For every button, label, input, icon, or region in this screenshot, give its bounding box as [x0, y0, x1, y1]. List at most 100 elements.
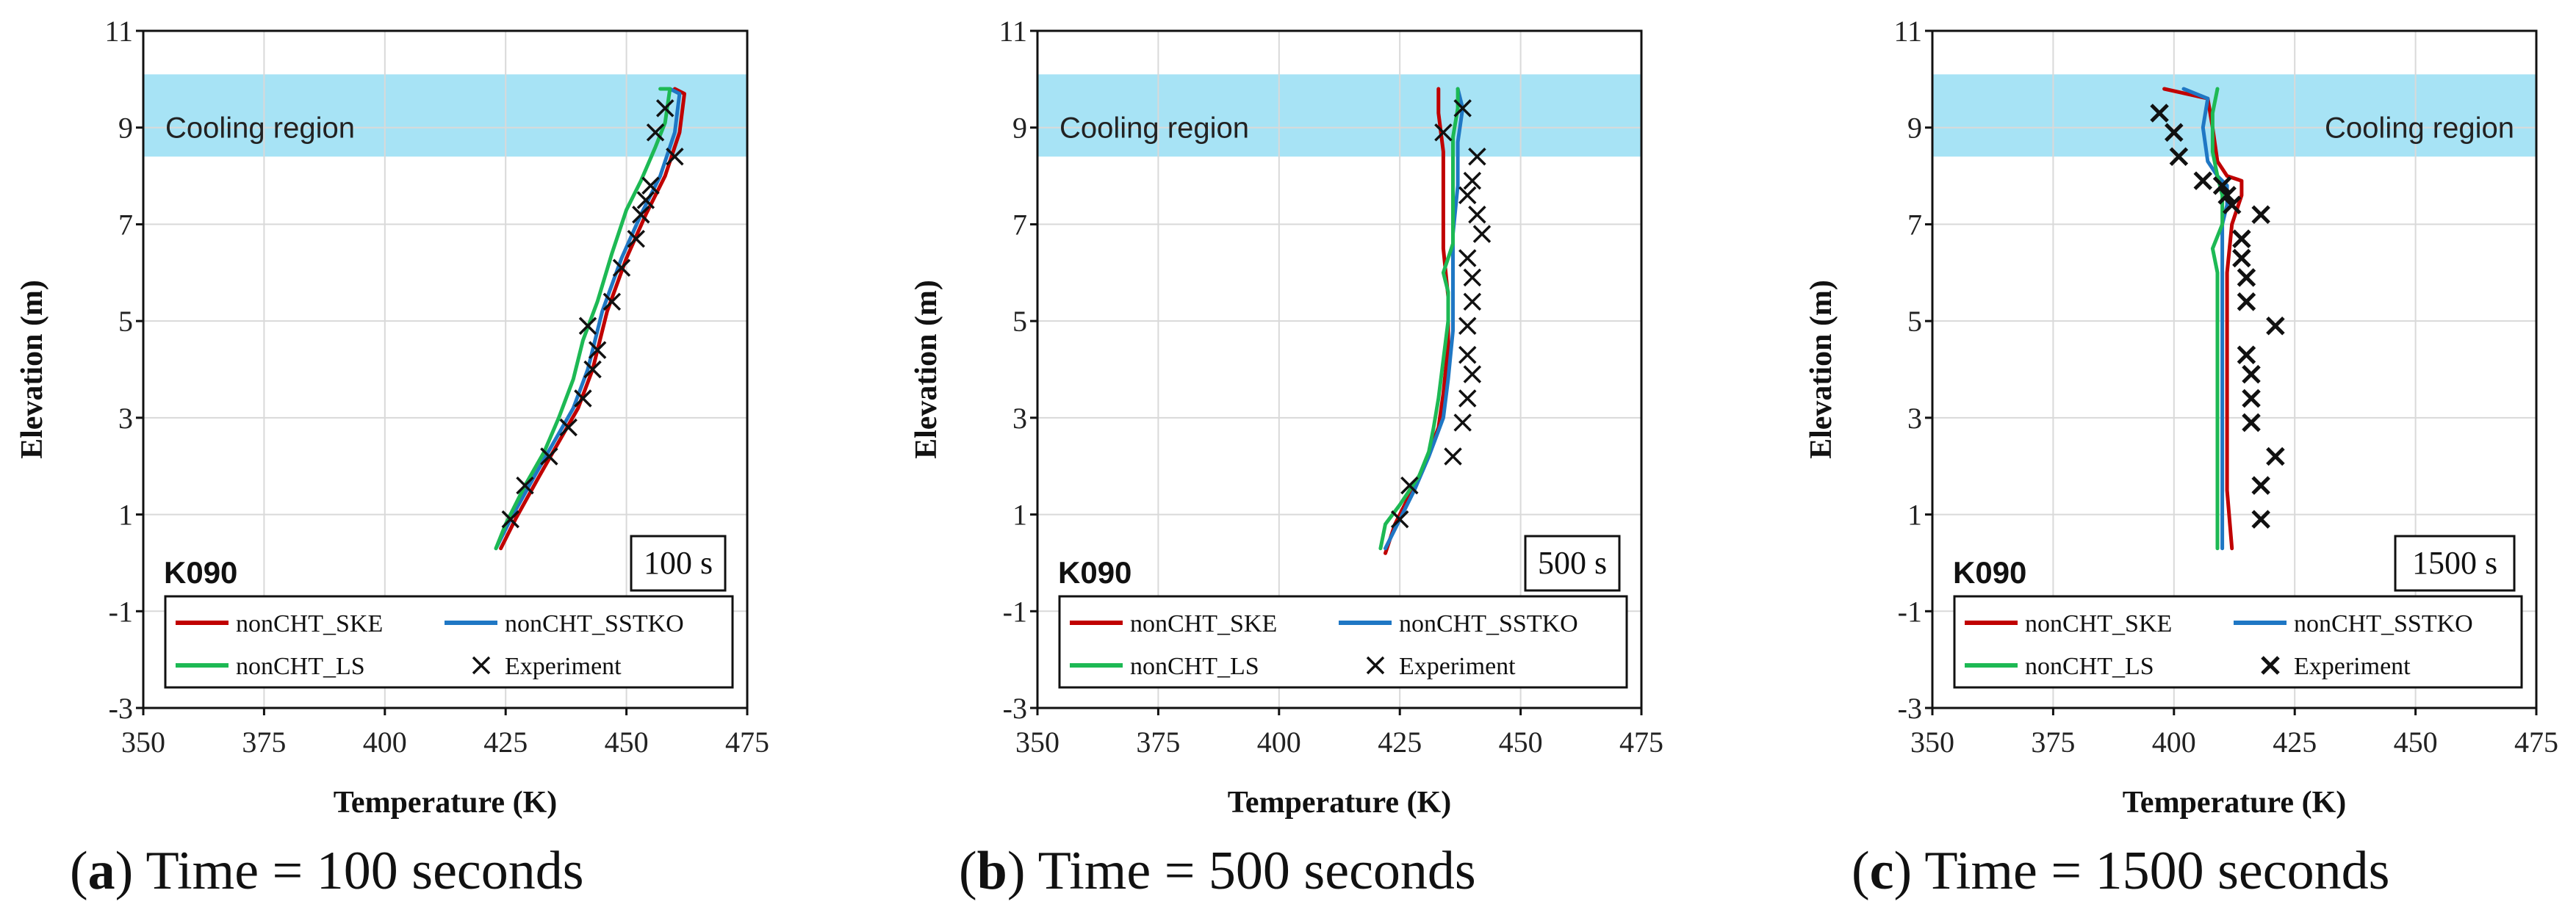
x-tick-label: 400: [1257, 726, 1301, 759]
y-axis-title: Elevation (m): [910, 280, 943, 459]
legend-label: nonCHT_SSTKO: [505, 610, 684, 637]
y-tick-label: 11: [104, 15, 133, 48]
legend-label: Experiment: [1399, 653, 1516, 680]
legend-item-experiment: Experiment: [472, 653, 622, 680]
experiment-marker: [602, 292, 622, 311]
experiment-marker: [2237, 345, 2256, 365]
y-axis-title: Elevation (m): [1805, 280, 1838, 459]
experiment-marker: [2222, 195, 2242, 214]
experiment-marker: [2212, 176, 2232, 195]
y-tick-label: 7: [1012, 208, 1027, 241]
legend-item-sstko: nonCHT_SSTKO: [445, 610, 684, 637]
y-tick-label: 7: [118, 208, 133, 241]
legend-label: Experiment: [505, 653, 622, 680]
experiment-marker: [636, 191, 655, 209]
x-axis-title: Temperature (K): [2123, 786, 2346, 820]
y-tick-label: 3: [1907, 402, 1922, 435]
experiment-marker: [2165, 123, 2184, 142]
series-line-ske: [499, 87, 686, 551]
experiment-marker: [1453, 99, 1472, 118]
experiment-marker: [2242, 388, 2261, 408]
legend-label: nonCHT_LS: [1130, 653, 1259, 680]
experiment-marker: [2266, 447, 2285, 466]
experiment-marker: [1453, 413, 1472, 432]
legend-label: nonCHT_LS: [2025, 653, 2154, 680]
series-line-sstko: [2181, 87, 2229, 551]
experiment-marker: [2217, 186, 2237, 205]
caption-open-paren: (: [1852, 841, 1870, 901]
experiment-marker: [516, 476, 534, 495]
experiment-marker: [1458, 186, 1477, 205]
y-tick-label: 5: [1907, 305, 1922, 338]
experiment-marker: [2251, 205, 2270, 225]
x-tick-label: 375: [242, 726, 286, 759]
y-tick-label: 5: [1012, 305, 1027, 338]
legend-label: Experiment: [2294, 653, 2411, 680]
experiment-marker: [2266, 316, 2285, 336]
experiment-marker: [578, 317, 597, 335]
x-tick-label: 475: [2514, 726, 2558, 759]
x-tick-label: 425: [483, 726, 528, 759]
y-tick-label: 5: [118, 305, 133, 338]
figure-caption: (b) Time = 500 seconds: [959, 841, 1476, 901]
experiment-marker: [1434, 123, 1453, 142]
experiment-marker: [583, 360, 602, 379]
experiment-marker: [2251, 476, 2270, 495]
y-tick-label: -3: [1003, 692, 1027, 725]
caption-text: Time = 500 seconds: [1025, 841, 1475, 901]
chart-panel-a: 350 375 400 425 450 475 11 9 7 5 3 1 -1 -3 Temperature…: [15, 15, 769, 901]
experiment-marker: [1444, 447, 1462, 466]
x-tick-label: 450: [2394, 726, 2438, 759]
legend-frame: [1953, 595, 2523, 689]
legend-item-experiment: Experiment: [1366, 653, 1516, 680]
y-tick-label: -3: [1898, 692, 1922, 725]
y-tick-label: 3: [118, 402, 133, 435]
y-tick-label: 1: [118, 499, 133, 532]
legend-label: nonCHT_SSTKO: [1399, 610, 1578, 637]
legend-marker-icon: [2261, 656, 2280, 675]
caption-close-paren: ): [1894, 841, 1913, 901]
legend-item-experiment: Experiment: [2261, 653, 2411, 680]
legend-item-sstko: nonCHT_SSTKO: [2234, 610, 2473, 637]
x-tick-label: 400: [363, 726, 407, 759]
y-tick-label: -1: [1003, 595, 1027, 628]
experiment-marker: [1458, 346, 1477, 364]
experiment-marker: [1463, 292, 1482, 311]
experiment-marker: [1458, 249, 1477, 267]
legend-label: nonCHT_SKE: [236, 610, 383, 637]
y-tick-label: 11: [999, 15, 1027, 48]
experiment-marker: [2242, 364, 2261, 384]
caption-text: Time = 100 seconds: [133, 841, 583, 901]
time-label: 100 s: [644, 545, 713, 581]
case-label: K090: [1953, 555, 2026, 590]
y-axis-title: Elevation (m): [15, 280, 49, 459]
experiment-marker: [1463, 268, 1482, 287]
x-tick-label: 450: [1499, 726, 1543, 759]
y-tick-label: 1: [1907, 499, 1922, 532]
caption-close-paren: ): [1007, 841, 1026, 901]
plot-frame: [142, 29, 749, 709]
y-tick-label: -1: [109, 595, 133, 628]
y-tick-label: -3: [109, 692, 133, 725]
cooling-region-band: [1037, 74, 1641, 157]
series-line-ls: [1378, 87, 1460, 551]
experiment-marker: [2237, 292, 2256, 311]
legend-item-ske: nonCHT_SKE: [1070, 610, 1277, 637]
cooling-region-band: [143, 74, 747, 157]
legend-marker-icon: [472, 656, 491, 675]
time-box-frame: [1524, 535, 1621, 592]
legend-label: nonCHT_SSTKO: [2294, 610, 2473, 637]
time-box: 500 s: [1524, 535, 1621, 592]
y-tick-label: 7: [1907, 208, 1922, 241]
y-tick-label: 9: [1907, 112, 1922, 145]
x-tick-label: 425: [1378, 726, 1422, 759]
experiment-marker: [501, 510, 520, 529]
experiment-marker: [1468, 206, 1486, 224]
experiment-marker: [641, 176, 660, 195]
legend-label: nonCHT_LS: [236, 653, 365, 680]
experiment-marker: [646, 123, 665, 142]
plot-frame: [1036, 29, 1643, 709]
experiment-marker: [559, 418, 578, 437]
time-label: 500 s: [1538, 545, 1607, 581]
